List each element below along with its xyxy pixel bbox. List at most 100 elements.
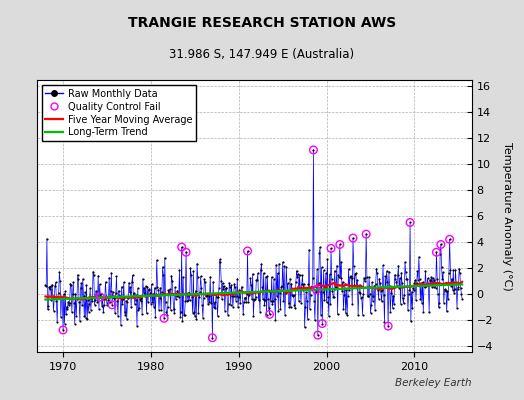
Point (370, 282, 378, 289)
Point (208, 334, 216, 341)
Point (380, 319, 389, 325)
Point (162, 308, 170, 315)
Point (402, 275, 411, 282)
Point (192, 316, 201, 322)
Point (450, 290, 458, 296)
Point (163, 312, 171, 318)
Point (224, 301, 233, 308)
Point (224, 312, 232, 318)
Point (84, 297, 92, 303)
Point (427, 274, 435, 280)
Point (217, 278, 225, 284)
Point (197, 285, 205, 292)
Point (204, 301, 212, 307)
Point (139, 290, 148, 296)
Point (143, 284, 151, 290)
Point (68, 291, 77, 298)
Point (277, 284, 286, 290)
Point (406, 219, 414, 226)
Point (141, 283, 150, 289)
Point (241, 295, 249, 301)
Point (407, 318, 415, 325)
Point (327, 245, 335, 252)
Point (73, 272, 82, 278)
Point (355, 282, 364, 288)
Point (272, 262, 280, 268)
Point (93, 292, 101, 299)
Point (62, 311, 70, 318)
Point (278, 282, 286, 289)
Point (431, 280, 439, 286)
Point (83, 316, 91, 322)
Point (137, 295, 146, 302)
Point (353, 277, 362, 283)
Point (324, 294, 332, 300)
Point (372, 265, 380, 272)
Point (365, 274, 373, 280)
Point (274, 270, 282, 277)
Point (89, 268, 97, 275)
Point (396, 275, 404, 282)
Point (181, 298, 190, 304)
Point (310, 298, 319, 304)
Point (152, 257, 161, 263)
Point (405, 291, 413, 297)
Point (375, 275, 384, 282)
Point (270, 276, 278, 283)
Point (128, 279, 136, 285)
Point (270, 296, 279, 302)
Point (128, 272, 137, 278)
Point (383, 268, 391, 274)
Point (160, 315, 168, 322)
Point (452, 280, 461, 287)
Point (49, 308, 58, 314)
Point (54, 290, 63, 296)
Point (325, 313, 333, 319)
Point (81, 289, 89, 295)
Point (325, 271, 334, 278)
Point (115, 293, 124, 299)
Point (182, 249, 190, 256)
Point (241, 294, 249, 301)
Point (180, 312, 189, 318)
Point (47, 296, 56, 303)
Point (332, 284, 340, 290)
Point (182, 249, 190, 256)
Point (201, 279, 209, 285)
Point (67, 282, 75, 288)
Point (213, 294, 221, 300)
Point (160, 315, 168, 322)
Point (180, 312, 188, 318)
Point (62, 304, 71, 310)
Point (305, 246, 313, 253)
Point (418, 279, 427, 286)
Point (354, 312, 362, 318)
Point (346, 273, 355, 279)
Point (367, 302, 376, 308)
Point (432, 249, 441, 256)
Point (327, 245, 335, 252)
Point (453, 304, 461, 311)
Point (152, 290, 160, 297)
Point (110, 295, 118, 302)
Point (259, 296, 267, 302)
Point (211, 305, 220, 312)
Point (373, 270, 381, 276)
Point (418, 299, 426, 306)
Point (212, 291, 220, 297)
Point (252, 294, 260, 300)
Point (156, 285, 165, 291)
Point (410, 287, 418, 293)
Point (134, 285, 142, 292)
Point (342, 310, 350, 316)
Point (384, 323, 392, 329)
Point (112, 273, 121, 280)
Point (245, 292, 253, 298)
Point (108, 289, 117, 296)
Point (219, 286, 227, 292)
Point (145, 286, 153, 293)
Point (126, 284, 135, 290)
Point (394, 262, 402, 269)
Point (122, 298, 130, 304)
Point (125, 289, 134, 296)
